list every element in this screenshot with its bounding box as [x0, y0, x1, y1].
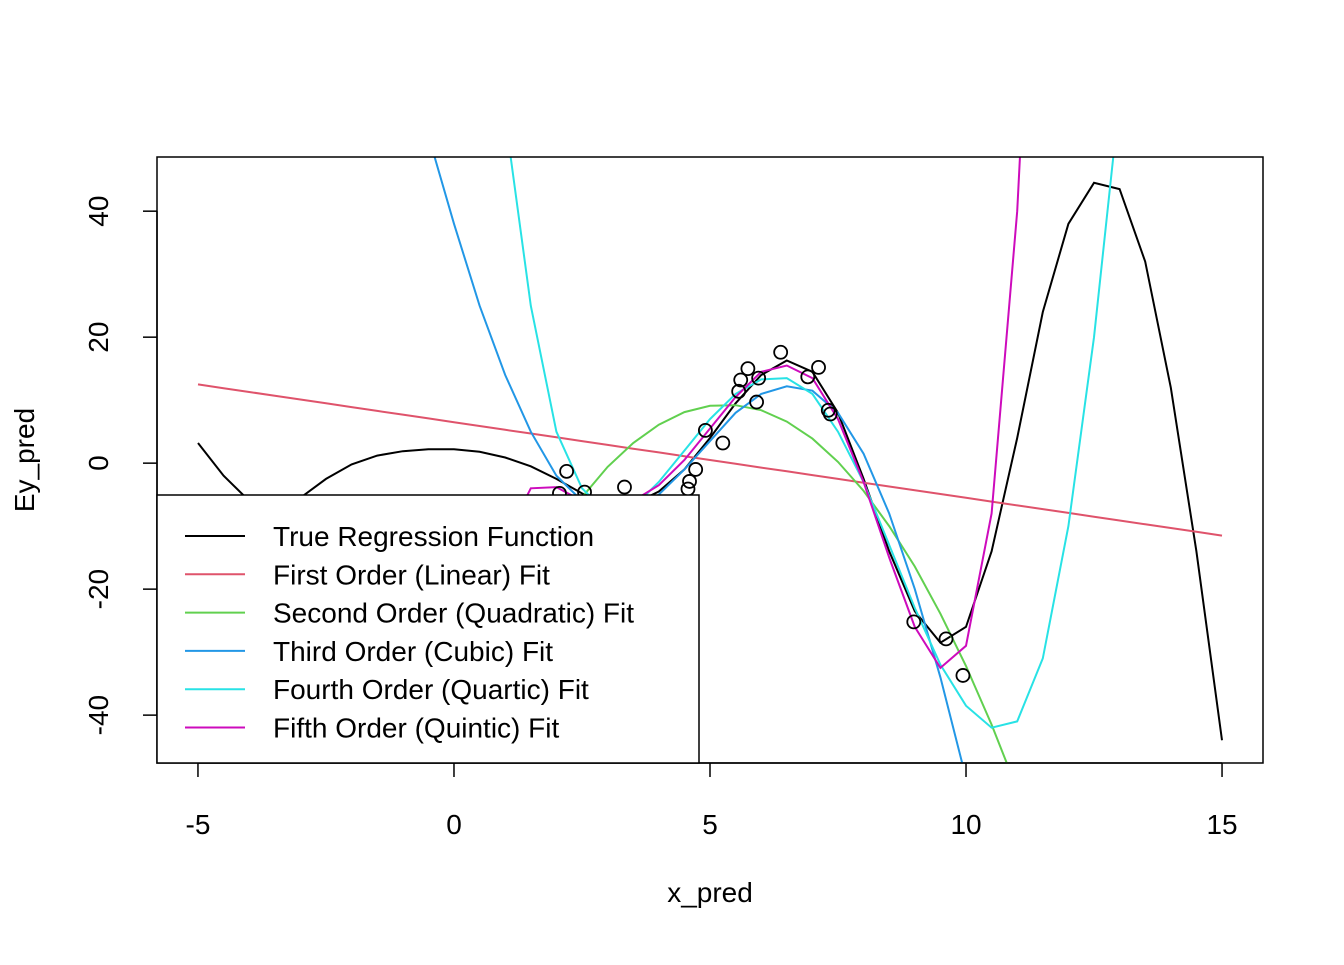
data-point	[559, 463, 575, 479]
data-point	[749, 394, 764, 410]
x-axis-label: x_pred	[667, 877, 753, 908]
x-tick-label: -5	[186, 809, 211, 840]
y-tick-label: -40	[83, 695, 114, 735]
data-point	[682, 474, 697, 489]
y-tick-label: 20	[83, 322, 114, 353]
legend-box	[156, 494, 700, 764]
data-point	[688, 462, 704, 477]
legend-label: True Regression Function	[273, 521, 594, 552]
data-point	[697, 422, 713, 438]
y-tick-label: 40	[83, 196, 114, 227]
data-point	[733, 372, 749, 388]
legend-label: Fifth Order (Quintic) Fit	[273, 713, 559, 744]
data-point	[822, 406, 838, 422]
series-line	[197, 383, 1223, 537]
x-tick-label: 5	[702, 809, 718, 840]
data-point	[773, 344, 789, 360]
plot-border	[156, 156, 1264, 764]
data-point	[906, 614, 922, 630]
x-tick-label: 15	[1206, 809, 1237, 840]
x-tick-label: 10	[950, 809, 981, 840]
series-line	[197, 181, 1223, 741]
data-point	[938, 631, 954, 647]
data-point	[800, 369, 816, 385]
data-point	[715, 435, 731, 451]
x-tick-label: 0	[446, 809, 462, 840]
legend-label: First Order (Linear) Fit	[273, 559, 550, 590]
legend: True Regression Function First Order (Lin…	[156, 494, 700, 764]
y-axis-label: Ey_pred	[9, 408, 40, 512]
data-point	[617, 479, 632, 495]
legend-label: Second Order (Quadratic) Fit	[273, 598, 634, 629]
y-tick-label: -20	[83, 569, 114, 609]
data-point	[740, 361, 756, 377]
series-line	[433, 157, 964, 763]
data-point	[955, 668, 971, 683]
legend-label: Fourth Order (Quartic) Fit	[273, 674, 589, 705]
data-point	[731, 383, 747, 399]
data-point	[751, 370, 767, 386]
series-line	[529, 404, 1008, 763]
data-point	[811, 359, 826, 375]
legend-label: Third Order (Cubic) Fit	[273, 636, 553, 667]
y-tick-label: 0	[83, 455, 114, 471]
